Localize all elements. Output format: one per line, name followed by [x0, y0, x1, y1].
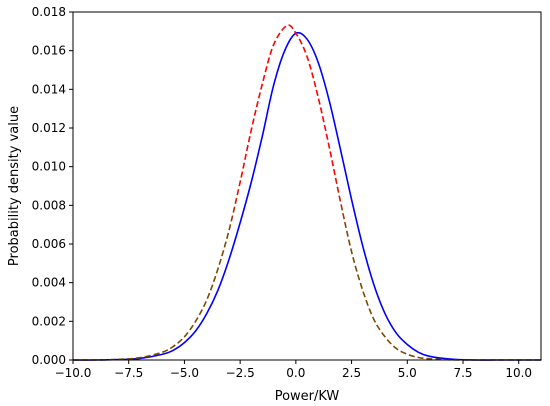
plot-frame: [72, 11, 542, 361]
x-axis-label: Power/KW: [275, 389, 340, 404]
x-tick-label: −2.5: [226, 366, 255, 380]
series-1-line: [72, 31, 541, 361]
y-tick-label: 0.004: [32, 276, 66, 290]
plot-content: [72, 24, 541, 361]
x-tick-label: −7.5: [114, 366, 143, 380]
x-tick-label: −10.0: [55, 366, 92, 380]
y-tick-label: 0.008: [32, 198, 66, 212]
x-tick-label: 5.0: [398, 366, 417, 380]
y-tick-label: 0.014: [32, 82, 66, 96]
y-tick-label: 0.012: [32, 121, 66, 135]
series-2-line: [72, 24, 541, 361]
y-tick-label: 0.000: [32, 353, 66, 367]
y-tick-label: 0.006: [32, 237, 66, 251]
x-tick-label: 2.5: [342, 366, 361, 380]
y-tick-label: 0.010: [32, 160, 66, 174]
y-tick-label: 0.018: [32, 5, 66, 19]
axis-ticks: −10.0 −7.5 −5.0 −2.5 0.0 2.5 5.0 7.5 10.0 0.000 0.…: [32, 5, 532, 380]
y-tick-label: 0.002: [32, 314, 66, 328]
x-tick-label: 10.0: [505, 366, 532, 380]
x-tick-label: 7.5: [453, 366, 472, 380]
x-tick-label: −5.0: [170, 366, 199, 380]
y-axis-label: Probability density value: [7, 106, 22, 266]
y-tick-label: 0.016: [32, 44, 66, 58]
x-tick-label: 0.0: [286, 366, 305, 380]
